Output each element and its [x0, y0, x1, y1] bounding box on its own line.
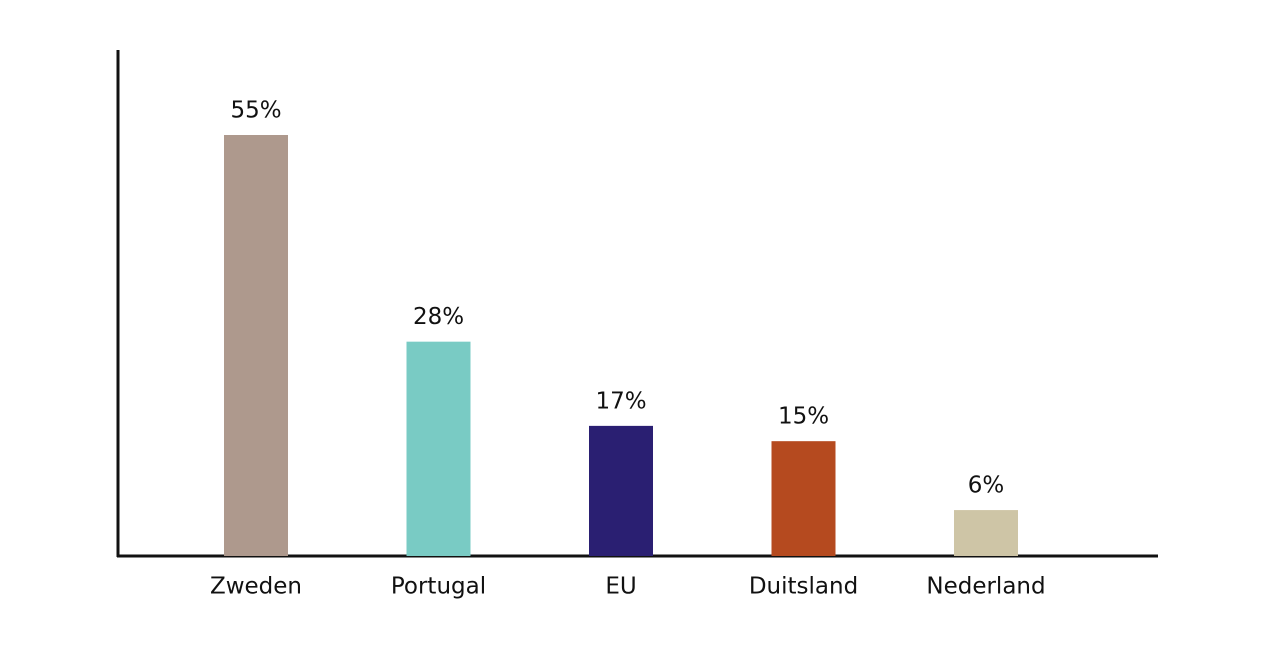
x-tick-label: Zweden — [210, 574, 302, 600]
x-tick-label: Portugal — [391, 574, 486, 600]
bar — [589, 425, 653, 556]
value-label: 17% — [595, 388, 646, 414]
bar — [954, 510, 1018, 556]
value-label: 55% — [230, 98, 281, 124]
bar — [224, 135, 288, 556]
x-tick-label: Nederland — [926, 574, 1045, 600]
x-tick-label: EU — [605, 574, 636, 600]
bar — [406, 341, 471, 556]
value-label: 15% — [778, 404, 829, 430]
value-label: 28% — [413, 304, 464, 330]
bar — [771, 441, 836, 556]
x-tick-label: Duitsland — [749, 574, 858, 600]
value-label: 6% — [968, 473, 1005, 499]
